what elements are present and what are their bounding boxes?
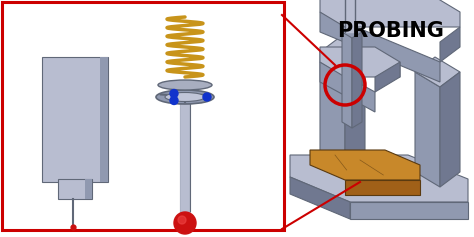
Polygon shape <box>320 37 365 67</box>
Circle shape <box>170 96 178 105</box>
Polygon shape <box>320 62 375 112</box>
Polygon shape <box>320 12 440 82</box>
Polygon shape <box>350 202 468 219</box>
Polygon shape <box>440 72 460 187</box>
Ellipse shape <box>156 90 214 104</box>
Text: PROBING: PROBING <box>337 21 445 41</box>
Polygon shape <box>440 27 460 62</box>
Polygon shape <box>415 57 460 87</box>
Circle shape <box>170 90 178 98</box>
Bar <box>58 179 92 199</box>
Polygon shape <box>345 180 420 195</box>
Polygon shape <box>415 72 440 187</box>
Circle shape <box>178 216 186 224</box>
Polygon shape <box>320 47 400 77</box>
Polygon shape <box>375 62 400 92</box>
Bar <box>85 179 92 199</box>
Polygon shape <box>290 155 468 202</box>
Polygon shape <box>310 150 420 180</box>
Polygon shape <box>342 32 352 128</box>
Bar <box>42 57 108 182</box>
Polygon shape <box>320 52 345 172</box>
Polygon shape <box>352 32 362 128</box>
Circle shape <box>203 93 211 101</box>
Bar <box>2 2 284 230</box>
Ellipse shape <box>165 92 205 101</box>
Polygon shape <box>320 0 460 27</box>
Polygon shape <box>345 52 365 172</box>
Polygon shape <box>290 177 350 219</box>
Circle shape <box>174 212 196 234</box>
Bar <box>100 57 108 182</box>
Ellipse shape <box>158 80 212 90</box>
